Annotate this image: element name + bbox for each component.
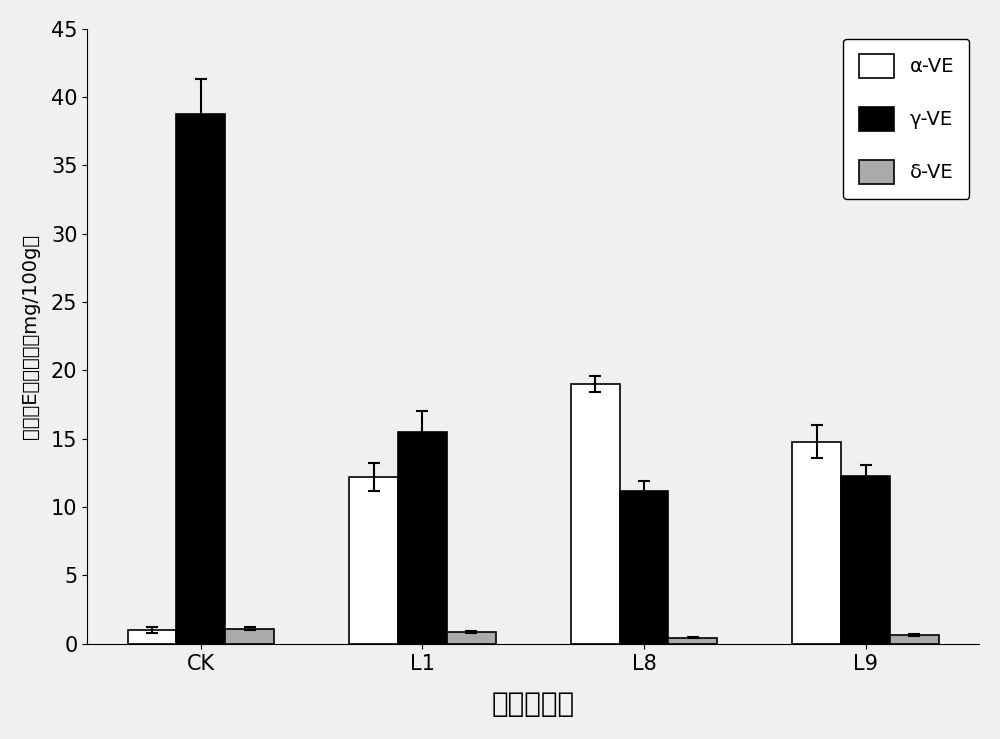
- Legend: α-VE, γ-VE, δ-VE: α-VE, γ-VE, δ-VE: [843, 38, 969, 200]
- Bar: [571, 384, 620, 644]
- X-axis label: 转基因株系: 转基因株系: [492, 690, 575, 718]
- Bar: [128, 630, 176, 644]
- Bar: [890, 635, 939, 644]
- Bar: [620, 491, 668, 644]
- Bar: [447, 632, 496, 644]
- Bar: [398, 432, 447, 644]
- Bar: [176, 114, 225, 644]
- Bar: [668, 638, 717, 644]
- Bar: [349, 477, 398, 644]
- Bar: [225, 629, 274, 644]
- Bar: [792, 441, 841, 644]
- Y-axis label: 维生素E组分含量（mg/100g）: 维生素E组分含量（mg/100g）: [21, 234, 40, 439]
- Bar: [841, 476, 890, 644]
